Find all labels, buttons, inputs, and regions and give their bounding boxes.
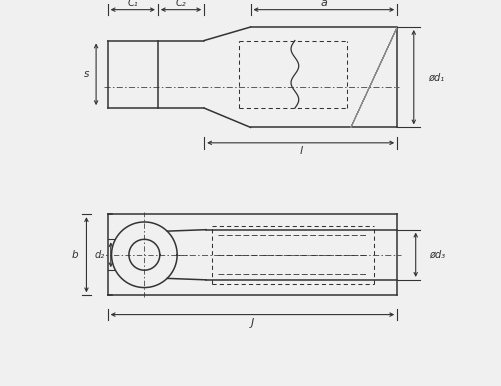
Text: J: J bbox=[251, 318, 254, 328]
Text: l: l bbox=[299, 146, 302, 156]
Text: ød₁: ød₁ bbox=[428, 72, 444, 82]
Text: a: a bbox=[321, 0, 327, 8]
Text: d₂: d₂ bbox=[95, 250, 105, 260]
Text: C₁: C₁ bbox=[127, 0, 138, 8]
Text: C₂: C₂ bbox=[176, 0, 186, 8]
Text: b: b bbox=[72, 250, 78, 260]
Text: ød₃: ød₃ bbox=[429, 250, 445, 260]
Text: s: s bbox=[84, 69, 89, 79]
